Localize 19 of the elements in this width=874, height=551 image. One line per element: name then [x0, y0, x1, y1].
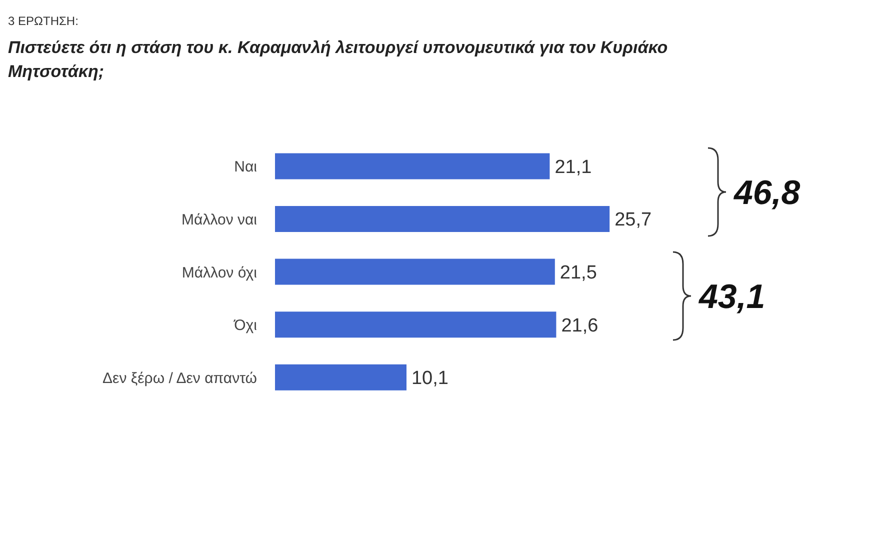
bar — [275, 312, 556, 338]
y-tick-label: Μάλλον όχι — [182, 264, 257, 282]
data-label: 21,1 — [554, 156, 592, 178]
y-tick-label: Δεν ξέρω / Δεν απαντώ — [102, 370, 258, 387]
data-label: 21,6 — [561, 315, 598, 336]
bar — [275, 153, 550, 180]
text: 43,1 — [698, 278, 766, 316]
y-tick-label: Ναι — [234, 158, 257, 176]
text: 3 ΕΡΩΤΗΣΗ: — [8, 13, 80, 28]
data-label: 21,5 — [560, 262, 597, 284]
y-tick-label: Όχι — [233, 317, 257, 334]
data-label: 10,1 — [411, 368, 448, 390]
chart-title: Πιστεύετε ότι η στάση του κ. Καραμανλή λειτουργεί υπονομευτικά για τον Κυριάκο Μητσοτάκη; — [8, 37, 669, 83]
bar — [275, 364, 406, 390]
bar — [275, 206, 610, 232]
y-tick-label: Μάλλον ναι — [182, 212, 257, 229]
bar — [275, 258, 555, 285]
text: 46,8 — [733, 174, 800, 212]
data-label: 25,7 — [614, 210, 652, 231]
